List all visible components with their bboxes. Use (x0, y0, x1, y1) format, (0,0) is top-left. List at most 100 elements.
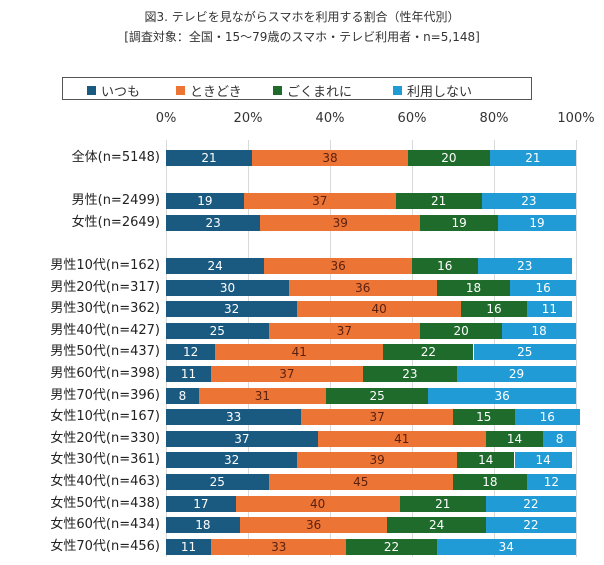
bar-segment: 18 (166, 517, 240, 534)
category-label: 全体(n=5148) (71, 150, 160, 165)
bar-segment: 40 (297, 301, 462, 318)
legend-swatch (273, 86, 282, 95)
bar-segment: 37 (243, 193, 396, 210)
bar-segment: 39 (260, 214, 421, 231)
category-label: 男性30代(n=362) (50, 301, 160, 317)
bar-segment: 36 (428, 387, 576, 404)
legend-item: いつも (87, 81, 140, 100)
bar-segment: 37 (166, 430, 318, 447)
bar-segment: 32 (166, 301, 298, 318)
bar-segment: 41 (215, 344, 384, 361)
legend-swatch (176, 86, 185, 95)
category-label: 女性40代(n=463) (50, 474, 160, 489)
x-tick-label: 100% (557, 111, 595, 126)
bar-segment: 18 (502, 322, 576, 339)
bar-segment: 19 (420, 214, 499, 231)
bar-segment: 14 (514, 452, 572, 469)
bar-segment: 15 (453, 409, 515, 426)
bar-segment: 11 (166, 538, 212, 555)
chart-subtitle: [調査対象：全国・15～79歳のスマホ・テレビ利用者・n=5,148] (124, 30, 480, 44)
gridline (576, 140, 577, 557)
legend-label: いつも (101, 85, 141, 100)
bar-segment: 39 (297, 452, 458, 469)
bar-segment: 23 (477, 258, 572, 274)
bar-segment: 22 (383, 344, 474, 361)
bar-segment: 16 (514, 409, 581, 426)
bar-segment: 37 (301, 409, 453, 426)
category-label: 女性30代(n=361) (50, 452, 160, 468)
legend-label: 利用しない (407, 85, 473, 100)
bar-segment: 32 (166, 452, 298, 469)
bar-segment: 31 (198, 387, 326, 404)
category-label: 女性60代(n=434) (50, 517, 160, 533)
category-label: 女性70代(n=456) (50, 538, 160, 554)
bar-segment: 21 (399, 495, 486, 512)
bar-segment: 21 (489, 150, 576, 166)
legend-label: ときどき (190, 85, 242, 100)
legend-label: ごくまれに (287, 85, 353, 100)
bar-segment: 20 (407, 150, 490, 166)
bar-segment: 18 (453, 474, 527, 490)
bar-segment: 25 (325, 387, 429, 404)
bar-segment: 33 (211, 538, 347, 555)
bar-segment: 40 (235, 495, 400, 512)
bar-segment: 24 (166, 258, 265, 274)
bar-segment: 22 (346, 538, 437, 555)
category-label: 男性50代(n=437) (50, 344, 160, 360)
bar-segment: 45 (268, 474, 453, 490)
bar-segment: 17 (166, 495, 236, 512)
bar-segment: 36 (264, 258, 412, 274)
bar-segment: 22 (485, 517, 576, 534)
bar-segment: 11 (166, 366, 212, 382)
legend-item: 利用しない (393, 81, 472, 100)
bar-segment: 21 (395, 193, 482, 210)
bar-segment: 22 (485, 495, 576, 512)
chart-title: 図3. テレビを見ながらスマホを利用する割合（性年代別） (144, 10, 460, 24)
legend-item: ごくまれに (273, 81, 352, 100)
bar-segment: 38 (252, 150, 408, 166)
bar-segment: 16 (510, 279, 576, 296)
bar-segment: 34 (436, 538, 576, 555)
category-label: 男性40代(n=427) (50, 322, 160, 338)
bar-segment: 41 (317, 430, 486, 447)
bar-segment: 16 (412, 258, 478, 274)
category-label: 男性70代(n=396) (50, 387, 160, 403)
category-label: 男性10代(n=162) (50, 258, 160, 273)
bar-segment: 36 (239, 517, 388, 534)
bar-segment: 12 (166, 344, 216, 361)
bar-segment: 19 (498, 214, 576, 231)
bar-segment: 14 (485, 430, 544, 447)
bar-segment: 25 (166, 474, 269, 490)
bar-segment: 23 (362, 366, 458, 382)
bar-segment: 18 (436, 279, 511, 296)
bar-segment: 37 (211, 366, 363, 382)
bar-segment: 11 (526, 301, 572, 318)
legend-swatch (393, 86, 402, 95)
bar-segment: 8 (166, 387, 199, 404)
bar-segment: 21 (166, 150, 253, 166)
category-label: 女性20代(n=330) (50, 430, 160, 446)
x-tick-label: 80% (479, 111, 509, 126)
bar-segment: 8 (543, 430, 576, 447)
chart-legend: いつも ときどき ごくまれに 利用しない (62, 77, 532, 100)
bar-segment: 25 (473, 344, 576, 361)
bar-segment: 19 (166, 193, 244, 210)
x-tick-label: 0% (155, 111, 177, 126)
x-tick-label: 20% (233, 111, 263, 126)
bar-segment: 12 (526, 474, 576, 490)
category-label: 男性(n=2499) (71, 193, 160, 209)
x-tick-label: 60% (397, 111, 427, 126)
category-label: 男性20代(n=317) (50, 279, 160, 295)
x-tick-label: 40% (315, 111, 345, 126)
bar-segment: 30 (166, 279, 289, 296)
bar-segment: 25 (166, 322, 269, 339)
category-label: 女性(n=2649) (71, 214, 160, 230)
bar-segment: 29 (457, 366, 576, 382)
bar-segment: 24 (387, 517, 486, 534)
bar-segment: 20 (420, 322, 503, 339)
category-label: 男性60代(n=398) (50, 366, 160, 381)
bar-segment: 14 (457, 452, 515, 469)
bar-segment: 23 (481, 193, 576, 210)
legend-item: ときどき (176, 81, 242, 100)
bar-segment: 16 (461, 301, 527, 318)
